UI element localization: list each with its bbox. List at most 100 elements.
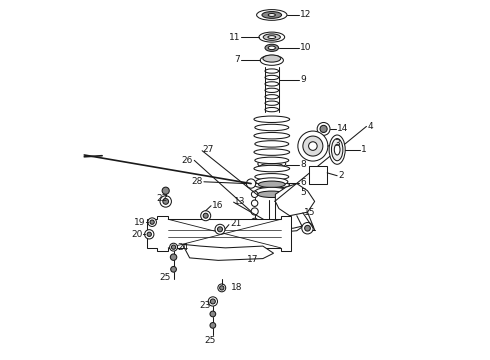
Circle shape — [163, 199, 169, 204]
Ellipse shape — [265, 69, 279, 73]
Text: 7: 7 — [235, 55, 241, 64]
Circle shape — [150, 220, 154, 224]
Circle shape — [305, 225, 310, 231]
Ellipse shape — [262, 12, 282, 18]
Circle shape — [171, 266, 176, 272]
Ellipse shape — [265, 95, 279, 99]
Ellipse shape — [334, 144, 340, 155]
Polygon shape — [147, 216, 292, 251]
Text: 25: 25 — [204, 336, 215, 345]
Circle shape — [251, 218, 258, 225]
Text: 21: 21 — [230, 219, 242, 228]
Circle shape — [210, 323, 216, 328]
Ellipse shape — [254, 182, 290, 188]
Ellipse shape — [265, 108, 279, 112]
Circle shape — [147, 232, 151, 237]
Ellipse shape — [255, 124, 289, 131]
Circle shape — [218, 284, 226, 292]
Circle shape — [302, 222, 313, 234]
Ellipse shape — [260, 55, 283, 65]
Circle shape — [170, 243, 177, 251]
Ellipse shape — [255, 174, 289, 180]
Ellipse shape — [254, 132, 290, 139]
Text: 17: 17 — [247, 255, 258, 264]
Circle shape — [298, 131, 328, 161]
Text: 11: 11 — [229, 33, 241, 42]
Ellipse shape — [331, 139, 343, 161]
Circle shape — [145, 230, 154, 239]
Circle shape — [162, 187, 169, 194]
Text: 24: 24 — [178, 243, 189, 252]
Ellipse shape — [265, 75, 279, 80]
Ellipse shape — [263, 34, 280, 40]
Ellipse shape — [255, 141, 289, 147]
Circle shape — [210, 299, 215, 304]
Text: 2: 2 — [338, 171, 343, 180]
Text: 14: 14 — [337, 124, 348, 133]
Circle shape — [215, 224, 225, 234]
Text: 12: 12 — [300, 10, 312, 19]
Ellipse shape — [260, 163, 283, 170]
Circle shape — [203, 213, 208, 218]
Text: 8: 8 — [300, 161, 306, 170]
Text: 16: 16 — [212, 201, 223, 210]
Ellipse shape — [258, 191, 286, 198]
Circle shape — [320, 125, 327, 132]
Circle shape — [201, 211, 211, 221]
Text: 9: 9 — [300, 76, 306, 85]
Ellipse shape — [265, 101, 279, 105]
Ellipse shape — [329, 135, 345, 164]
Ellipse shape — [258, 159, 286, 168]
Text: 13: 13 — [234, 197, 246, 206]
Text: 4: 4 — [368, 122, 373, 131]
Ellipse shape — [255, 187, 289, 196]
Ellipse shape — [258, 181, 285, 188]
Text: 28: 28 — [192, 177, 203, 186]
Circle shape — [208, 297, 218, 306]
Circle shape — [309, 142, 317, 150]
Circle shape — [251, 208, 258, 215]
Ellipse shape — [257, 10, 287, 20]
Ellipse shape — [254, 149, 290, 156]
Ellipse shape — [255, 157, 289, 163]
Text: 15: 15 — [304, 208, 316, 217]
Circle shape — [171, 254, 177, 260]
Text: 10: 10 — [300, 43, 312, 52]
Polygon shape — [309, 166, 327, 184]
Ellipse shape — [265, 44, 279, 51]
Circle shape — [251, 200, 258, 206]
Text: 20: 20 — [131, 230, 143, 239]
Ellipse shape — [265, 88, 279, 93]
Circle shape — [218, 227, 222, 232]
Circle shape — [317, 122, 330, 135]
Circle shape — [303, 136, 323, 156]
Circle shape — [160, 196, 172, 207]
Text: 5: 5 — [300, 188, 306, 197]
Text: 6: 6 — [300, 178, 306, 187]
Text: 1: 1 — [361, 145, 367, 154]
Ellipse shape — [268, 14, 275, 17]
Text: 19: 19 — [133, 218, 145, 227]
Ellipse shape — [265, 82, 279, 86]
Polygon shape — [275, 184, 315, 216]
Circle shape — [148, 218, 156, 226]
Text: 25: 25 — [159, 273, 171, 282]
Ellipse shape — [263, 55, 281, 62]
Text: 26: 26 — [182, 156, 193, 165]
Polygon shape — [182, 244, 273, 260]
Circle shape — [172, 245, 176, 249]
Text: 3: 3 — [334, 139, 340, 148]
Ellipse shape — [256, 178, 288, 186]
Ellipse shape — [259, 32, 285, 42]
Text: 22: 22 — [156, 194, 168, 203]
Ellipse shape — [254, 165, 290, 172]
Circle shape — [210, 311, 216, 317]
Text: 18: 18 — [231, 283, 242, 292]
Polygon shape — [236, 225, 304, 234]
Circle shape — [246, 179, 256, 188]
Circle shape — [220, 286, 224, 290]
Text: 23: 23 — [200, 301, 211, 310]
Ellipse shape — [268, 46, 275, 50]
Circle shape — [251, 191, 258, 198]
Text: 27: 27 — [203, 145, 214, 154]
